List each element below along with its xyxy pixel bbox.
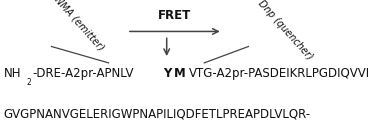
Text: GVGPNANVGELERIGWPNAPILIQDFETLPREAPDLVLQR-: GVGPNANVGELERIGWPNAPILIQDFETLPREAPDLVLQR… — [4, 108, 311, 121]
Text: FRET: FRET — [158, 9, 191, 22]
Text: M: M — [174, 67, 186, 80]
Text: 2: 2 — [26, 78, 31, 87]
Text: NMA (emitter): NMA (emitter) — [52, 0, 106, 53]
Text: VTG-A2pr-PASDEIKRLPGDIQVVPI: VTG-A2pr-PASDEIKRLPGDIQVVPI — [189, 67, 368, 80]
Text: NH: NH — [4, 67, 21, 80]
Text: -DRE-A2pr-APNLV: -DRE-A2pr-APNLV — [32, 67, 134, 80]
Text: Y: Y — [163, 67, 172, 80]
Text: Dnp (quencher): Dnp (quencher) — [256, 0, 315, 62]
